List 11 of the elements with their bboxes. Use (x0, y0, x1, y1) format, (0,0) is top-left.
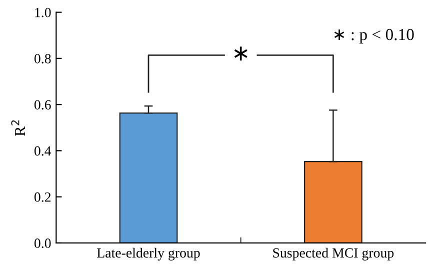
y-tick-label: 1.0 (35, 8, 51, 18)
y-tick-label: 0.6 (34, 100, 51, 110)
y-tick-label: 0.8 (34, 54, 51, 64)
annotation: ∗ : p < 0.10 (334, 28, 414, 44)
annotation: ∗ (234, 46, 248, 61)
y-tick-label: 0.0 (34, 238, 51, 248)
y-tick-label: 0.4 (34, 146, 52, 156)
x-tick-label: Suspected MCI group (273, 248, 394, 260)
y-axis-title: R$^{2}$ (11, 120, 26, 136)
y-tick-label: 0.2 (34, 192, 51, 202)
x-tick-label: Late-elderly group (97, 248, 200, 260)
